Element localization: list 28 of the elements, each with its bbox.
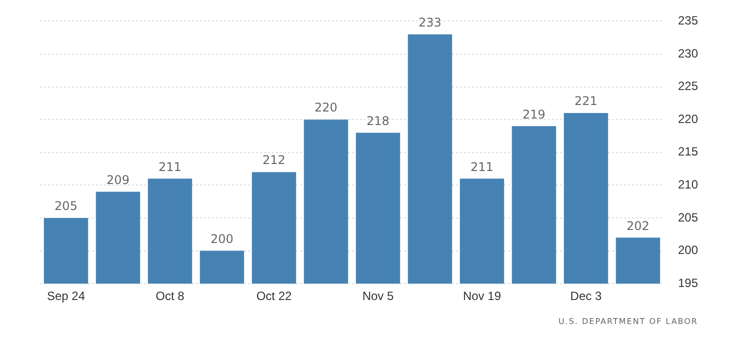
- y-tick-label: 215: [678, 144, 698, 159]
- y-tick-label: 235: [678, 14, 698, 28]
- data-label: 202: [626, 218, 650, 233]
- x-tick-label: Sep 24: [46, 289, 86, 304]
- data-label: 211: [158, 160, 182, 174]
- data-label: 205: [54, 199, 78, 214]
- x-tick-label: Nov 5: [362, 289, 394, 304]
- y-tick-label: 220: [678, 112, 698, 126]
- data-label: 220: [314, 100, 338, 115]
- x-tick-label: Oct 22: [256, 289, 292, 304]
- x-tick-label: Nov 19: [462, 289, 502, 304]
- data-label: 211: [470, 160, 494, 174]
- text: U.S. DEPARTMENT OF LABOR: [558, 317, 698, 326]
- y-tick-label: 200: [678, 243, 698, 258]
- data-label: 218: [366, 114, 390, 128]
- y-tick-label: 205: [678, 210, 698, 224]
- x-tick-label: Oct 8: [156, 289, 185, 304]
- y-tick-label: 210: [678, 178, 698, 192]
- data-label: 200: [210, 232, 234, 246]
- data-label: 219: [522, 107, 546, 122]
- y-tick-label: 225: [678, 79, 698, 94]
- y-tick-label: 230: [678, 46, 698, 60]
- y-tick-label: 195: [678, 276, 698, 290]
- data-label: 212: [262, 153, 286, 168]
- data-label: 233: [418, 15, 442, 30]
- data-label: 221: [574, 94, 598, 108]
- data-label: 209: [106, 172, 130, 187]
- x-tick-label: Dec 3: [570, 289, 602, 304]
